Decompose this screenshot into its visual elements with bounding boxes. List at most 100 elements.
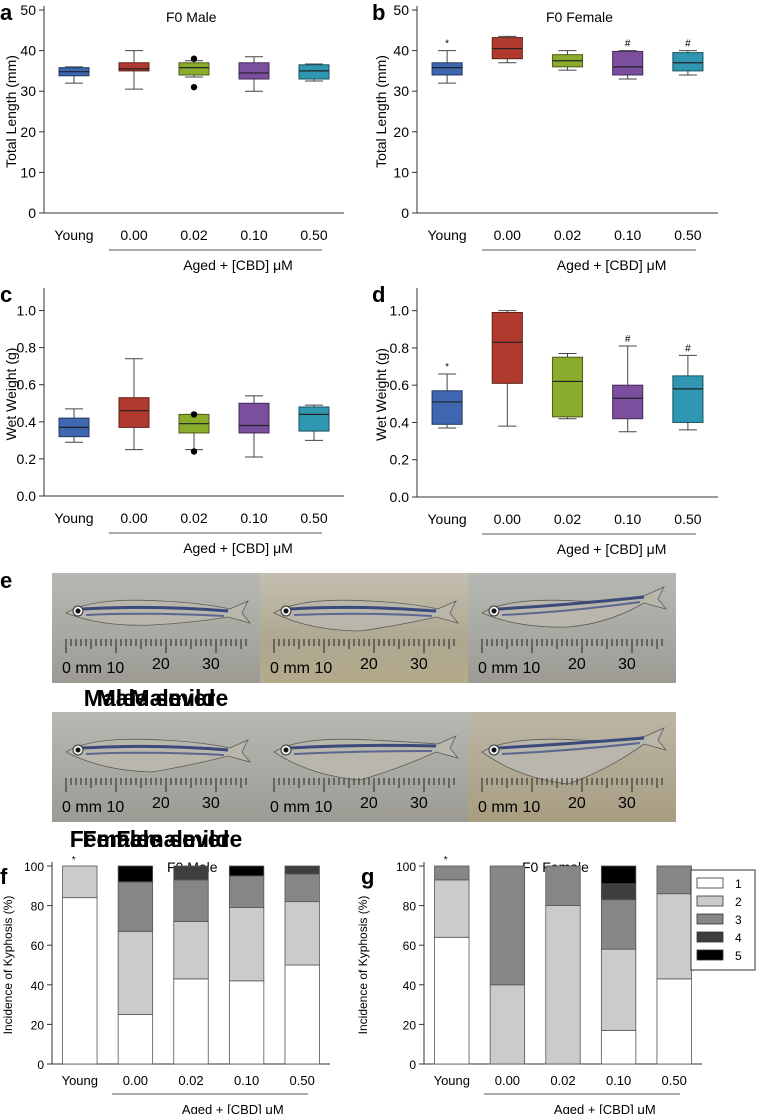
- group-label: Aged + [CBD] μM: [183, 257, 293, 273]
- bar-segment-4: [284, 865, 320, 875]
- x-tick-label: 0.10: [614, 511, 641, 527]
- photo-row-female: 0 mm 10 20 30 0 mm 10 20 30 0 mm 10 20 30: [52, 712, 676, 822]
- y-tick-label: 0.4: [390, 414, 410, 430]
- legend-swatch-5: [696, 949, 724, 961]
- significance-marker: #: [625, 334, 631, 345]
- x-tick-label: 0.02: [180, 227, 207, 243]
- ruler-label: 0 mm 10: [270, 660, 332, 677]
- y-axis-label: Incidence of Kyphosis (%): [356, 896, 370, 1035]
- caption-female: Female: [116, 826, 196, 852]
- y-tick-label: 0.0: [17, 488, 37, 504]
- photo-row-male: 0 mm 10 20 30 0 mm 10 20 30 0 mm 10 20 30: [52, 573, 676, 683]
- photo-female-mild: 0 mm 10 20 30: [260, 712, 468, 822]
- x-tick-label: 0.10: [240, 510, 267, 526]
- legend-label-1: 1: [735, 877, 742, 891]
- fish-illustration: 0 mm 10 20 30: [478, 727, 668, 816]
- y-axis-label: Wet Weight (g): [373, 348, 389, 441]
- caption-male-mild: Male - mild: [96, 685, 216, 711]
- x-tick-label: Young: [54, 227, 93, 243]
- bar-segment-3: [284, 873, 320, 903]
- x-tick-label: 0.00: [494, 511, 521, 527]
- x-tick-label: 0.50: [300, 227, 327, 243]
- y-tick-label: 20: [20, 124, 36, 140]
- bar-segment-4: [173, 865, 209, 881]
- photo-female-severe: 0 mm 10 20 30: [468, 712, 676, 822]
- box-0.00: [491, 312, 523, 384]
- bar-segment-1: [434, 936, 470, 1065]
- legend-label-3: 3: [735, 913, 742, 927]
- chart-panel-c: c 0.0 0.2 0.4 0.6 0.8 1.0 Wet Weight (g) Young 0.…: [0, 282, 344, 556]
- y-tick-label: 0.6: [390, 377, 410, 393]
- significance-marker: *: [445, 39, 449, 50]
- x-tick-label: 0.50: [300, 510, 327, 526]
- x-tick-label: 0.10: [614, 227, 641, 243]
- ruler-label: 0 mm 10: [62, 660, 124, 677]
- y-axis-label: Incidence of Kyphosis (%): [1, 896, 15, 1035]
- bar-segment-3: [173, 879, 209, 922]
- fish-stripe: [81, 744, 229, 752]
- fish-stripe: [293, 750, 433, 755]
- bar-segment-2: [284, 901, 320, 966]
- y-tick-label: 60: [403, 939, 417, 953]
- fish-body: [273, 735, 460, 781]
- x-tick-label: 0.02: [554, 227, 581, 243]
- ruler-mark: 30: [202, 656, 220, 673]
- bar-segment-2: [228, 907, 265, 982]
- box-Young: [431, 390, 463, 425]
- fish-illustration: 0 mm 10 20 30: [62, 738, 252, 816]
- box-0.50: [298, 406, 330, 432]
- y-tick-label: 50: [393, 2, 409, 18]
- fish-stripe: [501, 601, 641, 616]
- caption-male: Male: [130, 685, 182, 711]
- ruler-mark: 30: [618, 656, 636, 673]
- fish-illustration: 0 mm 10 20 30: [270, 735, 460, 816]
- y-tick-label: 0.2: [390, 452, 410, 468]
- ruler-mark: 20: [152, 795, 170, 812]
- photo-female: 0 mm 10 20 30: [52, 712, 260, 822]
- fish-stripe: [85, 751, 225, 756]
- outlier-point: [190, 448, 198, 455]
- y-tick-label: 0.0: [390, 489, 410, 505]
- fish-stripe: [81, 605, 229, 613]
- bar-segment-3: [434, 865, 470, 881]
- outlier-point: [190, 55, 198, 62]
- caption-female-mild: Female - mild: [82, 826, 230, 852]
- bar-segment-3: [600, 899, 637, 950]
- fish-stripe: [501, 742, 641, 755]
- bar-segment-1: [62, 897, 98, 1065]
- fish-pupil: [283, 747, 289, 753]
- chart-title: F0 Female: [546, 9, 613, 25]
- panel-letter-a: a: [0, 0, 13, 25]
- significance-marker: *: [72, 855, 76, 866]
- y-tick-label: 20: [403, 1018, 417, 1032]
- x-tick-label: 0.50: [674, 227, 701, 243]
- group-label: Aged + [CBD] μM: [182, 1102, 284, 1114]
- significance-marker: *: [445, 362, 449, 373]
- legend-label-2: 2: [735, 895, 742, 909]
- photo-male: 0 mm 10 20 30: [52, 573, 260, 683]
- y-tick-label: 0.8: [390, 340, 410, 356]
- x-tick-label: 0.02: [554, 511, 581, 527]
- fish-body: [481, 586, 668, 628]
- y-tick-label: 60: [31, 939, 45, 953]
- fish-pupil: [283, 608, 289, 614]
- y-tick-label: 0: [409, 1058, 416, 1072]
- x-tick-label: 0.10: [234, 1073, 259, 1088]
- box-0.50: [672, 375, 704, 423]
- box-Young: [431, 62, 463, 76]
- panel-letter-d: d: [372, 282, 385, 307]
- group-label: Aged + [CBD] μM: [554, 1102, 656, 1114]
- y-tick-label: 30: [20, 83, 36, 99]
- fish-pupil: [491, 608, 497, 614]
- y-tick-label: 10: [393, 164, 409, 180]
- fish-illustration: 0 mm 10 20 30: [270, 599, 460, 677]
- x-tick-label: 0.00: [123, 1073, 148, 1088]
- ruler-label: 0 mm 10: [478, 660, 540, 677]
- bar-segment-5: [228, 865, 265, 877]
- bar-segment-2: [173, 921, 209, 980]
- y-tick-label: 0.8: [17, 340, 37, 356]
- bar-segment-1: [173, 978, 209, 1065]
- bar-segment-3: [228, 875, 265, 908]
- x-tick-label: 0.50: [662, 1073, 687, 1088]
- legend-label-5: 5: [735, 949, 742, 963]
